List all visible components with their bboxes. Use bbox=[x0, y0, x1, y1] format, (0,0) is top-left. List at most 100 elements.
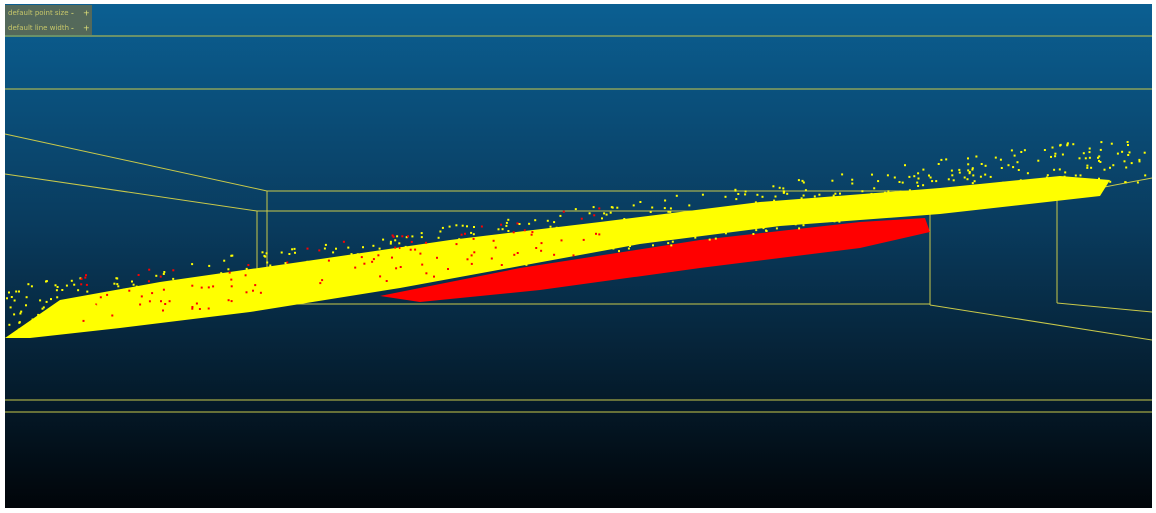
cloud-point bbox=[818, 194, 820, 196]
cloud-point bbox=[938, 163, 940, 165]
cloud-point bbox=[421, 264, 423, 266]
cloud-point bbox=[833, 209, 835, 211]
cloud-point bbox=[1112, 164, 1114, 166]
cloud-point bbox=[474, 244, 476, 246]
cloud-point bbox=[629, 245, 631, 247]
cloud-point bbox=[647, 241, 649, 243]
cloud-point bbox=[1127, 141, 1129, 143]
cloud-point bbox=[27, 283, 29, 285]
setting-label: default point size bbox=[8, 9, 69, 17]
cloud-point bbox=[597, 248, 599, 250]
cloud-point bbox=[84, 317, 86, 319]
cloud-point bbox=[1144, 174, 1146, 176]
cloud-point bbox=[1020, 151, 1022, 153]
cloud-point bbox=[531, 231, 533, 233]
cloud-point bbox=[471, 254, 473, 256]
cloud-point bbox=[652, 230, 654, 232]
cloud-point bbox=[212, 285, 214, 287]
cloud-point bbox=[396, 235, 398, 237]
cloud-point bbox=[470, 232, 472, 234]
cloud-point bbox=[438, 237, 440, 239]
cloud-point bbox=[414, 249, 416, 251]
cloud-point bbox=[735, 198, 737, 200]
cloud-point bbox=[163, 289, 165, 291]
cloud-point bbox=[67, 325, 69, 327]
cloud-point bbox=[208, 265, 210, 267]
cloud-point bbox=[507, 230, 509, 232]
cloud-point bbox=[540, 250, 542, 252]
cloud-point bbox=[20, 311, 22, 313]
cloud-point bbox=[433, 258, 435, 260]
cloud-point bbox=[962, 196, 964, 198]
cloud-point bbox=[612, 207, 614, 209]
cloud-point bbox=[593, 214, 595, 216]
cloud-point bbox=[292, 292, 294, 294]
cloud-point bbox=[1121, 151, 1123, 153]
setting-label: default line width bbox=[8, 24, 69, 32]
cloud-point bbox=[357, 253, 359, 255]
cloud-point bbox=[118, 305, 120, 307]
cloud-point bbox=[967, 178, 969, 180]
cloud-point bbox=[600, 236, 602, 238]
cloud-point bbox=[506, 222, 508, 224]
cloud-point bbox=[264, 256, 266, 258]
cloud-point bbox=[215, 281, 217, 283]
cloud-point bbox=[116, 283, 118, 285]
cloud-point bbox=[907, 210, 909, 212]
cloud-point bbox=[989, 189, 991, 191]
cloud-point bbox=[191, 308, 193, 310]
cloud-point bbox=[603, 212, 605, 214]
cloud-point bbox=[993, 188, 995, 190]
cloud-point bbox=[115, 312, 117, 314]
cloud-point bbox=[833, 195, 835, 197]
cloud-point bbox=[652, 244, 654, 246]
increase-button[interactable]: + bbox=[83, 24, 90, 33]
cloud-point bbox=[589, 212, 591, 214]
cloud-point bbox=[733, 229, 735, 231]
cloud-point bbox=[822, 207, 824, 209]
cloud-point bbox=[254, 284, 256, 286]
cloud-point bbox=[493, 253, 495, 255]
cloud-point bbox=[394, 239, 396, 241]
cloud-point bbox=[291, 248, 293, 250]
cloud-point bbox=[592, 224, 594, 226]
cloud-point bbox=[776, 227, 778, 229]
cloud-point bbox=[443, 273, 445, 275]
decrease-button[interactable]: - bbox=[71, 24, 74, 33]
cloud-point bbox=[709, 239, 711, 241]
cloud-point bbox=[1037, 160, 1039, 162]
cloud-point bbox=[1127, 154, 1129, 156]
cloud-point bbox=[725, 196, 727, 198]
cloud-point bbox=[246, 268, 248, 270]
cloud-point bbox=[744, 193, 746, 195]
cloud-point bbox=[752, 233, 754, 235]
cloud-point bbox=[39, 299, 41, 301]
cloud-point bbox=[1111, 143, 1113, 145]
cloud-point bbox=[593, 206, 595, 208]
cloud-point bbox=[83, 320, 85, 322]
cloud-point bbox=[762, 196, 764, 198]
cloud-point bbox=[981, 163, 983, 165]
increase-button[interactable]: + bbox=[83, 9, 90, 18]
cloud-point bbox=[664, 207, 666, 209]
cloud-point bbox=[32, 319, 34, 321]
cloud-point bbox=[683, 225, 685, 227]
cloud-point bbox=[917, 185, 919, 187]
cloud-point bbox=[439, 231, 441, 233]
cloud-point bbox=[559, 215, 561, 217]
cloud-point bbox=[136, 286, 138, 288]
cloud-point bbox=[325, 244, 327, 246]
cloud-point bbox=[128, 290, 130, 292]
cloud-point bbox=[561, 239, 563, 241]
cloud-point bbox=[783, 192, 785, 194]
cloud-point bbox=[718, 210, 720, 212]
cloud-point bbox=[1016, 198, 1018, 200]
decrease-button[interactable]: - bbox=[71, 9, 74, 18]
cloud-point bbox=[870, 212, 872, 214]
cloud-point bbox=[911, 194, 913, 196]
cloud-point bbox=[131, 281, 133, 283]
cloud-point bbox=[1089, 151, 1091, 153]
cloud-point bbox=[15, 291, 17, 293]
cloud-point bbox=[61, 289, 63, 291]
cloud-point bbox=[521, 246, 523, 248]
